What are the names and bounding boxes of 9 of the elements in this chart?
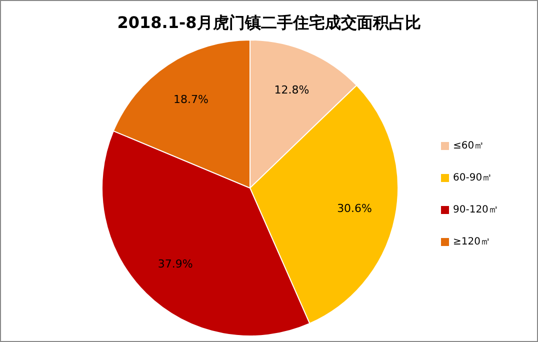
chart-title: 2018.1-8月虎门镇二手住宅成交面积占比 [117, 13, 421, 32]
data-label: 37.9% [158, 258, 193, 271]
legend-label: 90-120㎡ [453, 204, 498, 216]
data-label: 30.6% [337, 202, 372, 216]
data-label: 18.7% [173, 92, 208, 106]
legend-label: 60-90㎡ [453, 172, 492, 184]
legend-label: ≥120㎡ [453, 236, 490, 248]
legend-label: ≤60㎡ [453, 140, 484, 152]
data-label: 12.8% [274, 83, 310, 96]
